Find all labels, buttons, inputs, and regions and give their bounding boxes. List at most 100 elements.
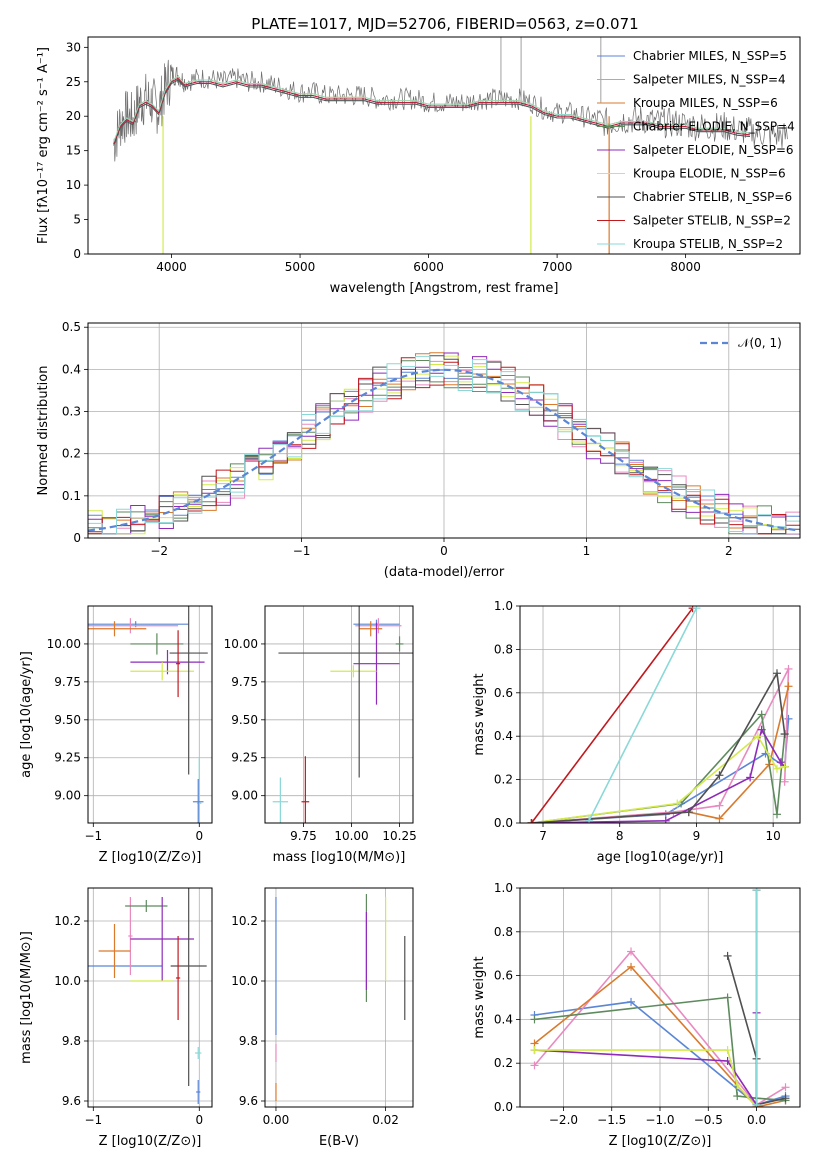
x-tick-label: −2.0 xyxy=(549,1113,578,1127)
weight-point xyxy=(772,669,781,678)
weight-series-line xyxy=(531,668,790,823)
y-tick-label: 10.2 xyxy=(54,914,81,928)
legend-label: Kroupa MILES, N_SSP=6 xyxy=(633,96,778,110)
y-tick-label: 10 xyxy=(66,178,81,192)
spectrum-model-line xyxy=(113,79,750,146)
weight-point xyxy=(781,1094,790,1103)
y-tick-label: 10.2 xyxy=(231,914,258,928)
weight-series-line xyxy=(531,727,786,823)
x-tick-label: 4000 xyxy=(156,260,187,274)
weight-point xyxy=(530,1061,539,1070)
y-tick-label: 0.2 xyxy=(62,447,81,461)
y-tick-label: 10.00 xyxy=(47,637,81,651)
weight-point xyxy=(715,814,724,823)
errorbar-point xyxy=(355,618,402,634)
x-tick-label: 0 xyxy=(195,1113,203,1127)
x-tick-label: −1 xyxy=(84,1113,102,1127)
y-tick-label: 0.0 xyxy=(494,816,513,830)
errorbar-point xyxy=(130,897,194,981)
spectrum-model-line xyxy=(113,77,750,144)
plot-area xyxy=(88,606,208,823)
x-tick-label: −1.0 xyxy=(645,1113,674,1127)
weight-point xyxy=(784,714,793,723)
weight-point xyxy=(746,773,755,782)
axes-frame xyxy=(87,887,213,1108)
legend-label: Chabrier ELODIE, N_SSP=4 xyxy=(633,120,795,134)
weight-vs-age-panel: 7 8 9 10 0.0 0.2 0.4 0.6 0.8 1.0 age [log10(age/yr… xyxy=(472,599,801,865)
weight-point xyxy=(753,732,762,741)
mass-vs-EBV-panel: 0.00 0.02 9.6 9.8 10.0 10.2 E(B-V) xyxy=(231,887,414,1149)
weight-point xyxy=(692,606,701,613)
legend-label: Chabrier MILES, N_SSP=5 xyxy=(633,49,787,63)
y-tick-label: 10.00 xyxy=(224,637,258,651)
y-axis-label: age [log10(age/yr)] xyxy=(19,651,34,778)
x-tick-label: −1 xyxy=(84,829,102,843)
y-tick-label: 0.4 xyxy=(62,362,81,376)
errorbar-point xyxy=(196,1080,201,1104)
x-tick-label: 8000 xyxy=(670,260,701,274)
spectrum-model-line xyxy=(113,77,750,144)
axes-frame xyxy=(264,887,414,1108)
x-axis-label: Z [log10(Z/Z⊙)] xyxy=(99,1134,202,1149)
weight-point xyxy=(585,816,594,823)
residual-histogram-panel: 𝒩(0, 1) −2 −1 0 1 2 0 0.1 0.2 0.3 0.4 0.5 (data-mode… xyxy=(36,320,801,580)
x-tick-label: −1 xyxy=(293,544,311,558)
x-tick-label: 7000 xyxy=(542,260,573,274)
y-tick-label: 0 xyxy=(73,247,81,261)
weight-point xyxy=(527,819,536,823)
x-tick-label: 9 xyxy=(693,829,701,843)
x-axis-label: E(B-V) xyxy=(319,1134,359,1149)
plot-area xyxy=(527,606,793,823)
weight-point xyxy=(757,725,766,734)
spectrum-model-line xyxy=(113,76,750,143)
y-tick-label: 9.50 xyxy=(231,713,258,727)
x-tick-label: 2 xyxy=(725,544,733,558)
y-tick-label: 0.6 xyxy=(494,969,513,983)
y-axis-label: Normed distribution xyxy=(36,366,51,496)
errorbar-point xyxy=(88,618,179,634)
y-axis-label: mass weight xyxy=(472,956,487,1038)
y-tick-label: 0.0 xyxy=(494,1100,513,1114)
x-tick-label: 7 xyxy=(539,829,547,843)
weight-series-line xyxy=(531,686,790,823)
axes-frame xyxy=(264,605,414,824)
x-tick-label: 10 xyxy=(766,829,781,843)
legend-label: Salpeter STELIB, N_SSP=2 xyxy=(633,214,791,228)
x-tick-label: 0 xyxy=(440,544,448,558)
y-tick-label: 10.0 xyxy=(54,974,81,988)
y-tick-label: 0.8 xyxy=(494,642,513,656)
y-tick-label: 0.1 xyxy=(62,489,81,503)
x-tick-label: 9.75 xyxy=(290,829,317,843)
plot-area xyxy=(272,606,413,823)
spectrum-model-line xyxy=(113,79,750,146)
x-axis-label: wavelength [Angstrom, rest frame] xyxy=(330,281,559,296)
weight-point xyxy=(772,764,781,773)
weight-point xyxy=(723,1046,732,1055)
axes-frame xyxy=(87,36,801,255)
x-tick-label: −1.5 xyxy=(597,1113,626,1127)
errorbar-point xyxy=(170,888,207,1086)
y-tick-label: 0.2 xyxy=(494,1056,513,1070)
y-tick-label: 0.2 xyxy=(494,773,513,787)
weight-point xyxy=(757,710,766,719)
weight-point xyxy=(733,1081,742,1090)
x-tick-label: 1 xyxy=(583,544,591,558)
x-tick-label: 0.0 xyxy=(747,1113,766,1127)
y-tick-label: 0.8 xyxy=(494,925,513,939)
y-tick-label: 10.0 xyxy=(231,974,258,988)
x-tick-label: 6000 xyxy=(413,260,444,274)
x-tick-label: 0.02 xyxy=(372,1113,399,1127)
y-axis-label: Flux [fλ10⁻¹⁷ erg cm⁻² s⁻¹ A⁻¹] xyxy=(36,47,51,244)
errorbar-point xyxy=(98,924,131,978)
weight-point xyxy=(669,808,678,817)
plot-area xyxy=(88,888,207,1104)
weight-point xyxy=(723,951,732,960)
y-tick-label: 9.25 xyxy=(54,751,81,765)
weight-point xyxy=(733,1092,742,1101)
y-axis-label: mass [log10(M/M⊙)] xyxy=(19,931,34,1064)
weight-point xyxy=(530,1015,539,1024)
histogram-step xyxy=(88,355,800,535)
x-tick-label: 5000 xyxy=(285,260,316,274)
weight-point xyxy=(772,810,781,819)
weight-point xyxy=(780,730,789,739)
